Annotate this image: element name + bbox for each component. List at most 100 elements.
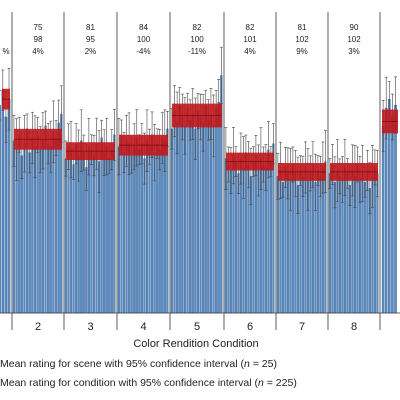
x-tick-label: 3 <box>87 321 93 333</box>
legend-scene-label-post: = 25) <box>249 358 277 370</box>
scene-bar <box>170 128 174 314</box>
scene-error-bar <box>224 127 228 190</box>
header-value: 95 <box>86 35 95 44</box>
header-value: 90 <box>350 23 359 32</box>
scene-error-bar <box>328 158 332 189</box>
header-value: 101 <box>243 35 257 44</box>
scene-bar <box>120 134 123 314</box>
header-value: -11% <box>188 47 206 56</box>
header-value: 75 <box>34 23 43 32</box>
scene-bar <box>122 152 126 314</box>
header-value: 102 <box>295 35 309 44</box>
condition-means <box>2 88 398 181</box>
scene-error-bar <box>12 114 16 167</box>
scene-error-bar <box>276 153 280 200</box>
scene-bar <box>262 164 265 314</box>
chart-header: 75 81 84 82 82 81 90 98 95 100 100 101 102 102% 4% 2% -4… <box>2 23 361 56</box>
header-value: 84 <box>139 23 148 32</box>
scene-bar <box>75 143 78 314</box>
scene-bar <box>54 137 58 314</box>
scene-bar <box>1 90 5 314</box>
scene-bar <box>39 149 42 314</box>
scene-bar <box>237 173 240 314</box>
scene-error-bar <box>0 89 2 121</box>
scene-bar <box>252 161 255 314</box>
header-value: 102 <box>347 35 361 44</box>
legend-condition-n: n <box>257 377 264 389</box>
header-value: 98 <box>34 35 43 44</box>
scene-bar <box>31 137 34 314</box>
header-value: % <box>2 47 9 56</box>
scene-bar <box>328 173 331 314</box>
scene-bar <box>20 155 23 314</box>
x-axis-label: Color Rendition Condition <box>133 338 258 350</box>
scene-error-bar <box>79 109 83 172</box>
scene-bar <box>90 149 93 314</box>
scene-bar <box>191 113 194 314</box>
scene-error-bar <box>117 118 121 176</box>
scene-bar <box>309 173 312 314</box>
scene-bar <box>67 146 70 314</box>
header-value: 81 <box>298 23 307 32</box>
x-tick-label: 2 <box>35 321 41 333</box>
scene-bar <box>299 170 302 314</box>
scene-bar <box>373 167 376 314</box>
scene-bar <box>284 167 287 314</box>
scene-bar <box>44 125 47 314</box>
scene-bar <box>161 137 164 314</box>
scene-bar <box>356 164 359 314</box>
scene-bar <box>178 104 181 314</box>
scene-bar <box>158 149 161 314</box>
header-value: -4% <box>136 47 150 56</box>
x-tick-label: 5 <box>194 321 200 333</box>
scene-bar <box>204 104 207 314</box>
scene-bar <box>7 99 11 314</box>
scene-bar <box>338 176 341 314</box>
x-tick-label: 6 <box>247 321 253 333</box>
scene-bar <box>133 146 136 314</box>
legend-condition-label-post: = 225) <box>263 377 297 389</box>
scene-bar <box>189 119 192 314</box>
scene-bar <box>156 143 159 314</box>
scene-bar <box>18 134 21 314</box>
scene-bar <box>363 182 366 314</box>
scene-bar <box>103 152 106 314</box>
header-value: 4% <box>244 47 256 56</box>
header-value: 82 <box>246 23 255 32</box>
scene-bar <box>92 155 96 314</box>
scene-bar <box>0 104 1 314</box>
scene-bar <box>394 104 397 314</box>
x-axis: 2 3 4 5 6 7 8 <box>0 12 400 333</box>
scene-bar <box>26 128 29 314</box>
scene-bar <box>366 170 369 314</box>
legend-scene-label-pre: Mean rating for scene with 95% confidenc… <box>0 358 244 370</box>
scene-bar <box>215 107 218 314</box>
scene-bar <box>140 143 143 314</box>
scene-bar <box>166 128 169 314</box>
header-value: 81 <box>86 23 95 32</box>
scene-bar <box>113 134 116 314</box>
scene-bar <box>100 137 103 314</box>
scene-bar <box>217 101 220 314</box>
header-value: 100 <box>137 35 151 44</box>
header-value: 2% <box>85 47 97 56</box>
header-value: 4% <box>32 47 44 56</box>
scene-bar <box>244 152 247 314</box>
scene-bar <box>281 182 284 314</box>
scene-bar <box>130 155 133 314</box>
scene-bar <box>196 110 200 314</box>
scene-bar <box>110 149 113 314</box>
header-value: 3% <box>348 47 360 56</box>
scene-bar <box>199 116 202 314</box>
scene-bar <box>57 122 60 314</box>
scene-bar <box>36 134 39 314</box>
scene-error-bar <box>97 130 101 193</box>
header-value: 100 <box>190 35 204 44</box>
scene-bar <box>254 155 257 314</box>
legend-entry-condition: Mean rating for condition with 95% confi… <box>0 377 297 389</box>
scene-bar <box>150 134 154 314</box>
scene-bar <box>291 164 294 314</box>
scene-bar <box>227 164 230 314</box>
scene-bar <box>391 116 394 314</box>
